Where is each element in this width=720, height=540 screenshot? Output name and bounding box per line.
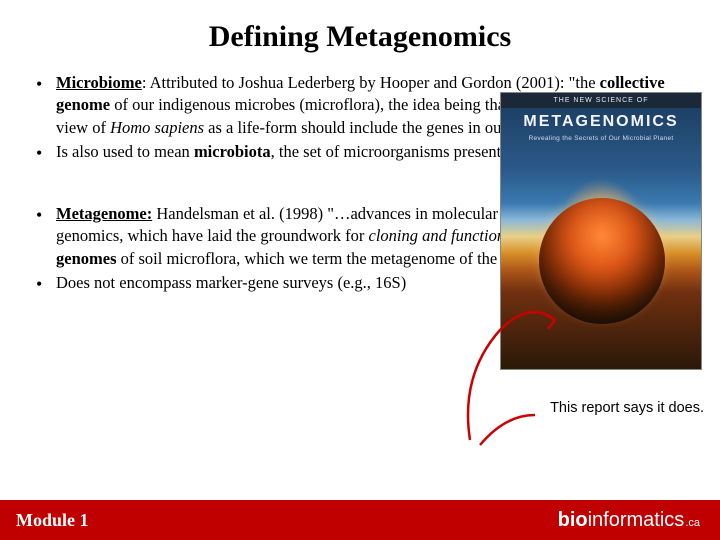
slide-title: Defining Metagenomics bbox=[32, 20, 688, 54]
footer-brand: bioinformatics.ca bbox=[558, 509, 700, 532]
brand-suffix: .ca bbox=[685, 517, 700, 529]
bold-microbiota: microbiota bbox=[194, 142, 271, 161]
annotation-text: This report says it does. bbox=[550, 400, 704, 416]
text: : Attributed to Joshua Lederberg by Hoop… bbox=[142, 73, 600, 92]
book-cover-image: THE NEW SCIENCE OF METAGENOMICS Revealin… bbox=[500, 92, 702, 370]
book-art-planet bbox=[539, 198, 665, 324]
brand-rest: informatics bbox=[588, 509, 685, 531]
text: Is also used to mean bbox=[56, 142, 194, 161]
footer-bar: Module 1 bioinformatics.ca bbox=[0, 500, 720, 540]
book-main-title: METAGENOMICS bbox=[501, 113, 701, 131]
text: Does not encompass marker-gene surveys (… bbox=[56, 273, 406, 292]
text: of soil microflora, which we term the me… bbox=[117, 249, 537, 268]
book-top-line: THE NEW SCIENCE OF bbox=[501, 93, 701, 108]
term-microbiome: Microbiome bbox=[56, 73, 142, 92]
footer-module-label: Module 1 bbox=[16, 510, 89, 531]
italic-cloning-functional: cloning and functional bbox=[369, 226, 518, 245]
brand-bold: bio bbox=[558, 509, 588, 531]
term-metagenome: Metagenome: bbox=[56, 204, 152, 223]
slide: Defining Metagenomics Microbiome: Attrib… bbox=[0, 0, 720, 540]
italic-homo-sapiens: Homo sapiens bbox=[110, 118, 204, 137]
book-subtitle: Revealing the Secrets of Our Microbial P… bbox=[501, 135, 701, 142]
